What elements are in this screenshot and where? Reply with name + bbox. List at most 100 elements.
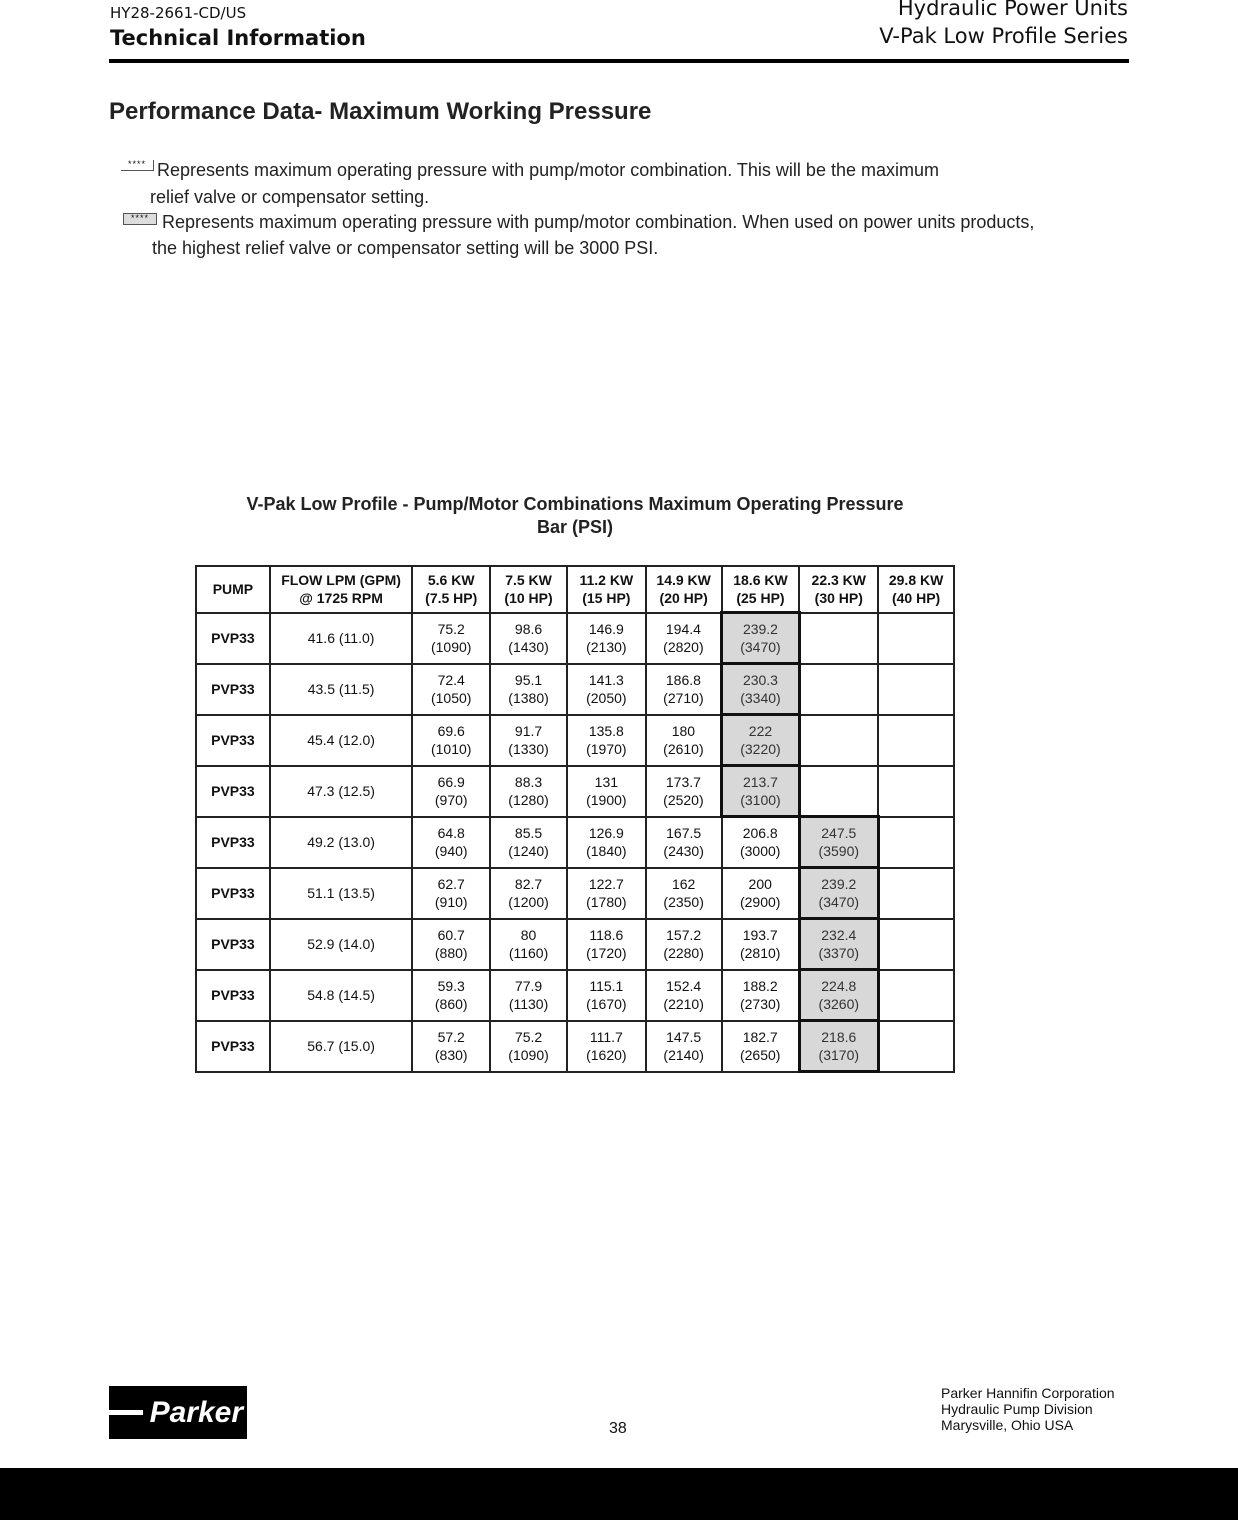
pressure-bar: 77.9 xyxy=(514,978,543,994)
table-row: PVP33 51.1 (13.5) 62.7 (910) 82.7 (1200) 122.7… xyxy=(195,866,955,920)
pressure-cell xyxy=(877,968,955,1022)
flow-cell: 51.1 (13.5) xyxy=(268,866,414,920)
pressure-psi: (1240) xyxy=(508,843,549,859)
document-id: HY28-2661-CD/US xyxy=(110,4,247,22)
column-header-line: @ 1725 RPM xyxy=(299,590,383,607)
pressure-psi: (3170) xyxy=(818,1047,860,1063)
pressure-bar: 141.3 xyxy=(588,672,624,688)
pressure-cell: 85.5 (1240) xyxy=(489,815,568,869)
pressure-bar: 57.2 xyxy=(437,1029,465,1045)
pressure-cell xyxy=(877,713,955,767)
flow-cell: 49.2 (13.0) xyxy=(268,815,414,869)
pressure-cell: 77.9 (1130) xyxy=(489,968,568,1022)
pressure-psi: (3470) xyxy=(740,639,781,655)
pressure-bar: 95.1 xyxy=(514,672,543,688)
pressure-psi: (1970) xyxy=(586,741,627,757)
table-row: PVP33 54.8 (14.5) 59.3 (860) 77.9 (1130) 115.1… xyxy=(195,968,955,1022)
pressure-cell: 182.7 (2650) xyxy=(720,1019,801,1073)
pressure-cell xyxy=(798,764,880,818)
pressure-cell: 239.2 (3470) xyxy=(797,866,880,920)
pressure-cell: 62.7 (910) xyxy=(411,866,492,920)
table-row: PVP33 43.5 (11.5) 72.4 (1050) 95.1 (1380) 141.… xyxy=(195,662,955,716)
pressure-bar: 72.4 xyxy=(437,672,465,688)
pressure-psi: (880) xyxy=(434,945,468,961)
pressure-bar: 98.6 xyxy=(514,621,543,637)
pressure-psi: (1430) xyxy=(508,639,549,655)
pressure-cell: 173.7 (2520) xyxy=(644,764,723,818)
pressure-bar: 66.9 xyxy=(437,774,465,790)
pressure-psi: (2820) xyxy=(663,639,704,655)
page-number: 38 xyxy=(609,1420,627,1437)
pressure-table: PUMP FLOW LPM (GPM) @ 1725 RPM 5.6 KW (7.5 H… xyxy=(195,565,955,1073)
flow-cell: 45.4 (12.0) xyxy=(268,713,414,767)
pressure-cell: 186.8 (2710) xyxy=(644,662,723,716)
pressure-bar: 147.5 xyxy=(666,1029,702,1045)
address-line: Hydraulic Pump Division xyxy=(941,1401,1093,1417)
column-header: PUMP xyxy=(195,565,271,614)
pressure-bar: 59.3 xyxy=(437,978,465,994)
pressure-bar: 118.6 xyxy=(589,927,624,943)
pressure-psi: (1200) xyxy=(508,894,549,910)
pressure-bar: 239.2 xyxy=(742,621,778,637)
pressure-bar: 131 xyxy=(594,774,619,790)
pressure-psi: (2810) xyxy=(739,945,781,961)
flow-cell: 47.3 (12.5) xyxy=(268,764,414,818)
column-header-line: 22.3 KW xyxy=(811,572,867,589)
flow-cell: 43.5 (11.5) xyxy=(268,662,414,716)
pressure-psi: (1840) xyxy=(586,843,627,859)
pressure-cell: 69.6 (1010) xyxy=(411,713,492,767)
pressure-bar: 206.8 xyxy=(742,825,778,842)
pressure-bar: 222 xyxy=(748,723,773,739)
pressure-psi: (1900) xyxy=(586,792,627,808)
column-header: 14.9 KW (20 HP) xyxy=(644,565,723,614)
pressure-cell: 206.8 (3000) xyxy=(720,815,801,869)
address-line: Parker Hannifin Corporation xyxy=(941,1385,1115,1401)
pressure-bar: 85.5 xyxy=(514,825,543,841)
pressure-cell: 135.8 (1970) xyxy=(565,713,647,767)
pressure-psi: (940) xyxy=(434,843,468,859)
pressure-cell: 122.7 (1780) xyxy=(565,866,647,920)
pressure-cell xyxy=(877,1019,955,1073)
column-header-line: 7.5 KW xyxy=(505,572,552,589)
pressure-cell: 131 (1900) xyxy=(565,764,647,818)
pressure-bar: 167.5 xyxy=(666,825,702,841)
column-header: 7.5 KW (10 HP) xyxy=(489,565,568,614)
column-header-line: (10 HP) xyxy=(504,590,553,607)
pump-cell: PVP33 xyxy=(195,713,271,767)
pressure-psi: (2130) xyxy=(586,639,627,655)
flow-cell: 52.9 (14.0) xyxy=(268,917,414,971)
pressure-psi: (2350) xyxy=(663,894,704,910)
pressure-psi: (860) xyxy=(434,996,468,1012)
pressure-bar: 82.7 xyxy=(514,876,543,892)
pump-cell: PVP33 xyxy=(195,815,271,869)
column-header-line: (15 HP) xyxy=(582,590,631,607)
pressure-psi: (910) xyxy=(434,894,468,910)
pressure-cell xyxy=(798,713,880,767)
column-header-line: (20 HP) xyxy=(659,590,708,607)
pressure-psi: (2900) xyxy=(739,894,781,910)
pressure-bar: 122.7 xyxy=(588,876,624,892)
pressure-bar: 62.7 xyxy=(437,876,465,892)
pressure-cell: 193.7 (2810) xyxy=(720,917,801,971)
flow-cell: 41.6 (11.0) xyxy=(268,611,414,665)
column-header-line: (25 HP) xyxy=(736,590,785,606)
pressure-cell: 200 (2900) xyxy=(720,866,801,920)
pressure-cell: 57.2 (830) xyxy=(411,1019,492,1073)
pressure-cell: 194.4 (2820) xyxy=(644,611,723,665)
pressure-bar: 213.7 xyxy=(742,774,778,790)
column-header-line: 18.6 KW xyxy=(733,572,788,588)
pressure-cell: 162 (2350) xyxy=(644,866,723,920)
pressure-psi: (1130) xyxy=(508,996,549,1012)
table-title-line-1: V-Pak Low Profile - Pump/Motor Combinati… xyxy=(246,494,904,514)
pressure-psi: (1670) xyxy=(586,996,627,1012)
pressure-cell: 126.9 (1840) xyxy=(565,815,647,869)
column-header-line: (7.5 HP) xyxy=(425,590,478,607)
note-2-line-2: the highest relief valve or compensator … xyxy=(152,238,659,258)
pressure-cell: 141.3 (2050) xyxy=(565,662,647,716)
table-title: V-Pak Low Profile - Pump/Motor Combinati… xyxy=(195,493,955,539)
column-header-line: PUMP xyxy=(212,581,254,598)
pressure-cell: 95.1 (1380) xyxy=(489,662,568,716)
table-row: PVP33 41.6 (11.0) 75.2 (1090) 98.6 (1430) 146.… xyxy=(195,611,955,665)
pressure-psi: (2050) xyxy=(586,690,627,706)
pressure-bar: 88.3 xyxy=(514,774,543,790)
